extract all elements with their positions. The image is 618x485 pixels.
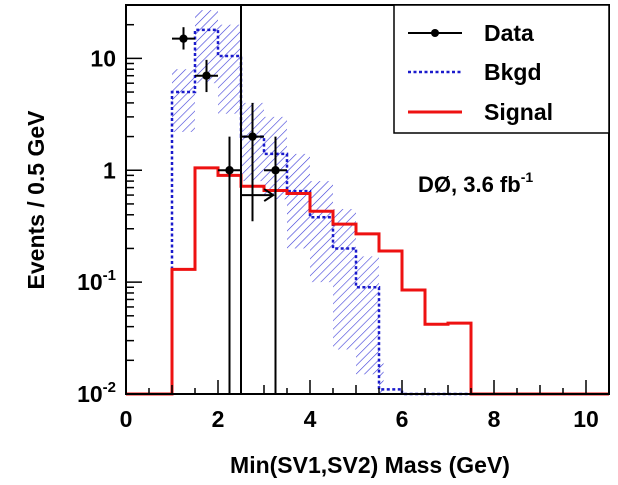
data-point-3 [241,102,264,222]
bkgd-uncertainty-band [172,10,384,394]
bkgd-band-bin-9 [379,360,384,394]
data-point-0 [172,27,195,50]
bkgd-band-bin-1 [195,10,218,84]
x-tick-label-0: 0 [120,406,133,432]
legend: Data Bkgd Signal [393,4,610,134]
bkgd-histogram [126,28,609,396]
legend-data-label: Data [484,20,534,46]
y-tick-label-3: 10 [90,45,116,71]
y-tick-label-exp-1: -1 [103,267,116,284]
legend-bkgd-label: Bkgd [484,59,542,85]
legend-signal-label: Signal [484,99,553,125]
y-tick-label-1: 10-1 [77,267,116,295]
x-tick-label-3: 6 [396,406,409,432]
x-tick-label-5: 10 [573,406,599,432]
data-point-1 [195,59,218,93]
bkgd-band-bin-8 [356,256,379,375]
y-tick-label-base-2: 1 [103,157,116,183]
legend-entry-signal: Signal [408,99,553,125]
upper-limit [240,5,276,394]
legend-data-marker [431,29,439,37]
legend-entry-data: Data [408,20,534,46]
annotation-text: DØ, 3.6 fb [418,172,521,197]
data-point-2 [218,136,241,394]
data-point-4 [264,136,287,394]
bkgd-band-bin-5 [287,153,310,249]
y-tick-label-2: 1 [103,157,116,183]
bkgd-band-bin-7 [333,209,356,350]
y-axis-label: Events / 0.5 GeV [23,110,49,290]
x-tick-label-2: 4 [304,406,317,432]
x-axis-label: Min(SV1,SV2) Mass (GeV) [230,452,510,478]
data-marker-0 [179,34,188,43]
y-tick-label-base-0: 10 [77,381,103,407]
x-tick-label-4: 8 [488,406,501,432]
bkgd-band-bin-2 [218,24,241,114]
plot-frame [125,4,610,395]
data-marker-1 [202,71,211,80]
y-tick-label-base-3: 10 [90,45,116,71]
experiment-annotation: DØ, 3.6 fb-1 [418,169,533,197]
annotation-superscript: -1 [521,169,534,185]
x-tick-label-1: 2 [212,406,225,432]
data-marker-3 [248,132,257,141]
upper-limit-arrow-head [263,188,276,202]
bkgd-band-bin-0 [172,69,195,132]
y-tick-label-exp-0: -2 [103,379,116,396]
y-tick-label-base-1: 10 [77,269,103,295]
bkgd-band-bin-6 [310,181,333,283]
data-marker-4 [271,166,280,175]
legend-entry-bkgd: Bkgd [408,59,542,85]
y-tick-label-0: 10-2 [77,379,116,407]
data-marker-2 [225,166,234,175]
data-points [172,5,287,394]
